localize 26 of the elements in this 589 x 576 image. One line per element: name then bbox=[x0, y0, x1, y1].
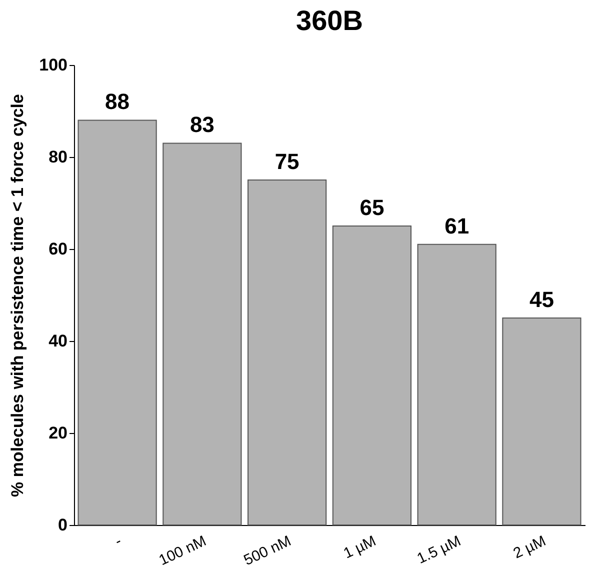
x-tick-label: 1.5 µM bbox=[414, 532, 464, 568]
data-label: 75 bbox=[274, 149, 300, 174]
y-tick-label: 60 bbox=[48, 240, 68, 258]
y-tick-label: 0 bbox=[58, 516, 68, 534]
data-label: 65 bbox=[360, 195, 384, 220]
bar bbox=[78, 120, 157, 526]
y-tick-label: 20 bbox=[48, 424, 68, 442]
x-tick-label: 500 nM bbox=[241, 532, 294, 570]
bar bbox=[332, 226, 412, 526]
chart-title: 360B bbox=[296, 5, 363, 36]
bar bbox=[162, 142, 242, 526]
bar bbox=[248, 180, 327, 526]
y-tick-label: 100 bbox=[39, 56, 68, 74]
bar bbox=[502, 318, 582, 526]
x-tick-label: 2 µM bbox=[510, 532, 548, 562]
data-label: 45 bbox=[529, 287, 554, 312]
data-label: 88 bbox=[105, 89, 130, 114]
bar bbox=[417, 244, 496, 526]
data-label: 83 bbox=[190, 112, 214, 138]
y-tick-label: 40 bbox=[48, 332, 68, 350]
y-tick-label: 80 bbox=[48, 148, 68, 166]
x-tick-label: 100 nM bbox=[156, 532, 209, 570]
x-tick-label: 1 µM bbox=[341, 532, 379, 562]
x-tick-label: - bbox=[112, 532, 124, 550]
y-axis-title: % molecules with persistence time < 1 force cycle bbox=[8, 94, 28, 497]
data-label: 61 bbox=[444, 213, 470, 238]
